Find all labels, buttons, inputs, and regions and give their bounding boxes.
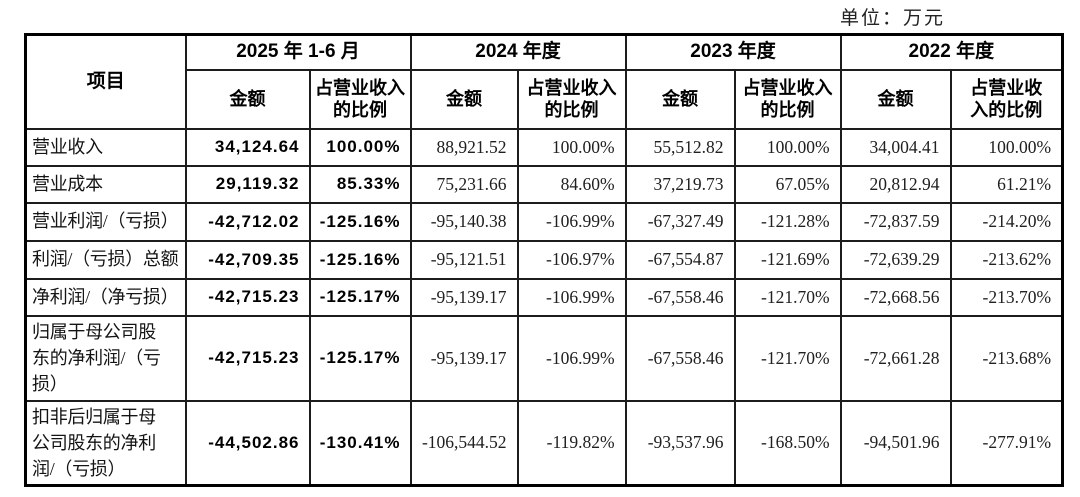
- item-cell: 扣非后归属于母 公司股东的净利 润/（亏损）: [24, 399, 187, 487]
- ratio-cell-2025h1: -130.41%: [308, 399, 412, 487]
- ratio-header-2022: 占营业收 入的比例: [949, 68, 1064, 130]
- item-cell: 利润/（亏损）总额: [24, 239, 187, 280]
- amount-header-2024: 金额: [409, 68, 519, 130]
- ratio-cell-2023: 100.00%: [733, 127, 842, 167]
- amount-cell-2022: -72,837.59: [839, 201, 952, 242]
- ratio-cell-2025h1: -125.17%: [308, 314, 412, 402]
- ratio-cell-2025h1: 100.00%: [308, 127, 412, 167]
- ratio-cell-2022: -213.70%: [949, 277, 1064, 317]
- amount-header-2022: 金额: [839, 68, 952, 130]
- ratio-cell-2022: 61.21%: [949, 164, 1064, 204]
- ratio-cell-2024: -106.97%: [516, 239, 627, 280]
- period-header-2022: 2022 年度: [839, 33, 1064, 71]
- ratio-cell-2024: -106.99%: [516, 314, 627, 402]
- amount-cell-2022: -72,639.29: [839, 239, 952, 280]
- ratio-cell-2022: -213.62%: [949, 239, 1064, 280]
- ratio-cell-2022: 100.00%: [949, 127, 1064, 167]
- ratio-cell-2025h1: -125.16%: [308, 201, 412, 242]
- amount-cell-2022: -72,668.56: [839, 277, 952, 317]
- amount-cell-2022: -72,661.28: [839, 314, 952, 402]
- amount-cell-2024: -95,139.17: [409, 277, 519, 317]
- amount-cell-2024: -95,140.38: [409, 201, 519, 242]
- amount-cell-2024: 75,231.66: [409, 164, 519, 204]
- period-header-2024: 2024 年度: [409, 33, 627, 71]
- ratio-cell-2022: -277.91%: [949, 399, 1064, 487]
- amount-cell-2024: -106,544.52: [409, 399, 519, 487]
- ratio-cell-2024: 100.00%: [516, 127, 627, 167]
- amount-header-2025h1: 金额: [184, 68, 311, 130]
- ratio-cell-2023: -121.70%: [733, 314, 842, 402]
- item-cell: 归属于母公司股 东的净利润/（亏 损）: [24, 314, 187, 402]
- amount-cell-2024: 88,921.52: [409, 127, 519, 167]
- amount-cell-2023: -67,554.87: [624, 239, 736, 280]
- item-column-header: 项目: [24, 33, 187, 130]
- table-row-total-profit: 利润/（亏损）总额 -42,709.35 -125.16% -95,121.51…: [24, 239, 1064, 280]
- item-cell: 营业成本: [24, 164, 187, 204]
- amount-header-2023: 金额: [624, 68, 736, 130]
- ratio-cell-2024: 84.60%: [516, 164, 627, 204]
- unit-label: 单位：万元: [840, 8, 946, 29]
- amount-cell-2023: -67,327.49: [624, 201, 736, 242]
- amount-cell-2022: 34,004.41: [839, 127, 952, 167]
- amount-cell-2025h1: -42,715.23: [184, 277, 311, 317]
- amount-cell-2025h1: 29,119.32: [184, 164, 311, 204]
- table-row-operating-profit: 营业利润/（亏损） -42,712.02 -125.16% -95,140.38…: [24, 201, 1064, 242]
- ratio-cell-2024: -106.99%: [516, 201, 627, 242]
- ratio-cell-2024: -119.82%: [516, 399, 627, 487]
- ratio-header-2024: 占营业收入 的比例: [516, 68, 627, 130]
- ratio-cell-2023: 67.05%: [733, 164, 842, 204]
- table-row-operating-revenue: 营业收入 34,124.64 100.00% 88,921.52 100.00%…: [24, 127, 1064, 167]
- amount-cell-2025h1: -42,712.02: [184, 201, 311, 242]
- amount-cell-2025h1: -42,709.35: [184, 239, 311, 280]
- ratio-cell-2022: -214.20%: [949, 201, 1064, 242]
- ratio-cell-2024: -106.99%: [516, 277, 627, 317]
- table-row-net-profit: 净利润/（净亏损） -42,715.23 -125.17% -95,139.17…: [24, 277, 1064, 317]
- ratio-cell-2025h1: -125.16%: [308, 239, 412, 280]
- ratio-header-2023: 占营业收入 的比例: [733, 68, 842, 130]
- table-row-net-profit-attributable-to-parent: 归属于母公司股 东的净利润/（亏 损） -42,715.23 -125.17% …: [24, 314, 1064, 402]
- ratio-cell-2023: -168.50%: [733, 399, 842, 487]
- financial-summary-table: 项目 2025 年 1-6 月 2024 年度 2023 年度 2022 年度 …: [24, 33, 1065, 487]
- item-cell: 净利润/（净亏损）: [24, 277, 187, 317]
- item-cell: 营业收入: [24, 127, 187, 167]
- amount-cell-2024: -95,139.17: [409, 314, 519, 402]
- ratio-cell-2023: -121.69%: [733, 239, 842, 280]
- ratio-header-2025h1: 占营业收入 的比例: [308, 68, 412, 130]
- ratio-cell-2025h1: 85.33%: [308, 164, 412, 204]
- amount-cell-2023: 37,219.73: [624, 164, 736, 204]
- amount-cell-2024: -95,121.51: [409, 239, 519, 280]
- table-row-net-profit-attributable-after-non-recurring: 扣非后归属于母 公司股东的净利 润/（亏损） -44,502.86 -130.4…: [24, 399, 1064, 487]
- amount-cell-2025h1: 34,124.64: [184, 127, 311, 167]
- amount-cell-2023: -67,558.46: [624, 277, 736, 317]
- ratio-cell-2025h1: -125.17%: [308, 277, 412, 317]
- ratio-cell-2022: -213.68%: [949, 314, 1064, 402]
- item-cell: 营业利润/（亏损）: [24, 201, 187, 242]
- amount-cell-2025h1: -44,502.86: [184, 399, 311, 487]
- period-header-2025h1: 2025 年 1-6 月: [184, 33, 412, 71]
- ratio-cell-2023: -121.28%: [733, 201, 842, 242]
- amount-cell-2022: 20,812.94: [839, 164, 952, 204]
- table-row-operating-cost: 营业成本 29,119.32 85.33% 75,231.66 84.60% 3…: [24, 164, 1064, 204]
- amount-cell-2023: 55,512.82: [624, 127, 736, 167]
- amount-cell-2023: -67,558.46: [624, 314, 736, 402]
- amount-cell-2022: -94,501.96: [839, 399, 952, 487]
- ratio-cell-2023: -121.70%: [733, 277, 842, 317]
- amount-cell-2023: -93,537.96: [624, 399, 736, 487]
- amount-cell-2025h1: -42,715.23: [184, 314, 311, 402]
- period-header-2023: 2023 年度: [624, 33, 842, 71]
